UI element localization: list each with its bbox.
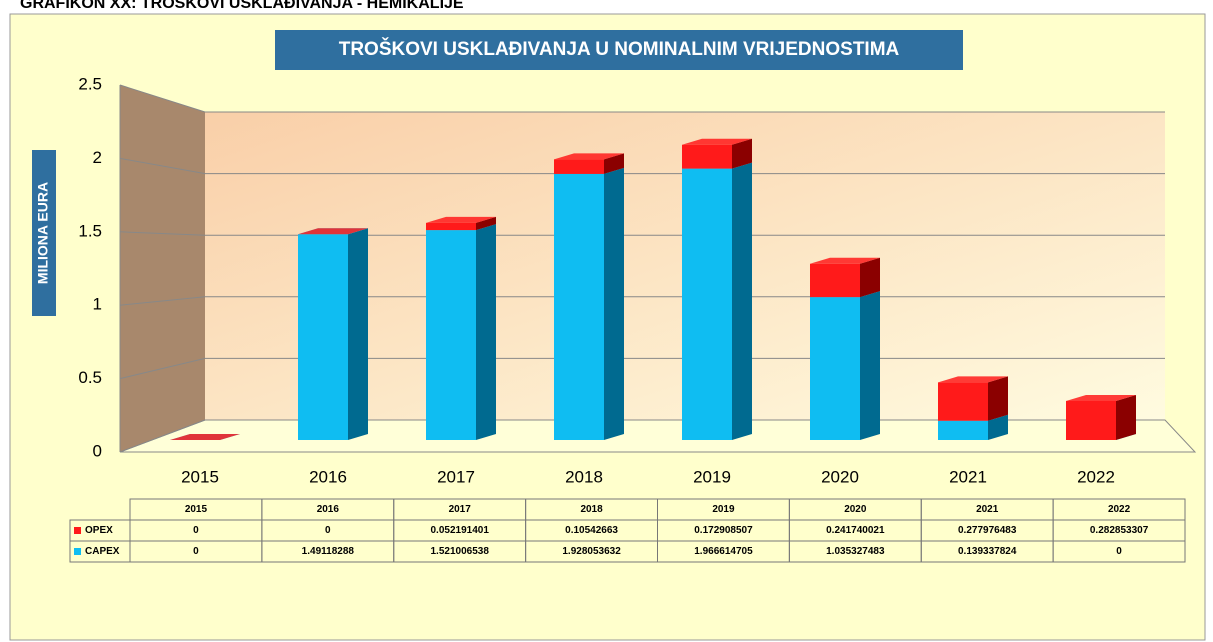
y-tick-label: 0.5 xyxy=(78,368,102,387)
bar-top xyxy=(810,257,880,264)
bar-top xyxy=(554,153,624,160)
bar xyxy=(426,230,476,440)
y-axis-label: MILIONA EURA xyxy=(35,182,51,284)
table-header: 2017 xyxy=(449,504,472,515)
side-wall xyxy=(120,85,205,452)
table-value: 1.521006538 xyxy=(430,546,489,557)
floor xyxy=(119,419,1197,453)
x-tick-label: 2022 xyxy=(1077,467,1115,486)
table-cell xyxy=(1052,540,1186,563)
bar xyxy=(938,382,988,421)
y-tick-label: 1 xyxy=(93,295,102,314)
bar xyxy=(554,159,604,174)
table-value: 0.277976483 xyxy=(958,525,1017,536)
bar xyxy=(810,263,860,298)
legend-key xyxy=(74,527,81,534)
table-value: 0 xyxy=(193,525,199,536)
y-tick-label: 2.5 xyxy=(78,74,102,93)
y-tick-label: 2 xyxy=(93,148,102,167)
bar-top xyxy=(426,216,496,223)
table-header: 2022 xyxy=(1108,504,1131,515)
bar xyxy=(938,420,988,440)
bar-side xyxy=(860,257,880,298)
bar-side xyxy=(348,228,368,440)
bar-top xyxy=(298,228,368,235)
table-header: 2016 xyxy=(317,504,340,515)
table-value: 0 xyxy=(1116,546,1122,557)
table-header: 2018 xyxy=(580,504,603,515)
table-value: 0.052191401 xyxy=(430,525,489,536)
x-tick-label: 2021 xyxy=(949,467,987,486)
bar-side xyxy=(732,138,752,169)
x-tick-label: 2019 xyxy=(693,467,731,486)
y-tick-label: 1.5 xyxy=(78,221,102,240)
bar-side xyxy=(1116,394,1136,440)
table-value: 0.241740021 xyxy=(826,525,885,536)
bar-top xyxy=(938,376,1008,383)
x-tick-label: 2017 xyxy=(437,467,475,486)
bar-side xyxy=(988,414,1008,440)
heading: GRAFIKON XX: TROŠKOVI USKLAĐIVANJA - HEM… xyxy=(20,0,464,12)
bar-top xyxy=(682,138,752,145)
table-value: 1.928053632 xyxy=(562,546,621,557)
legend-label: OPEX xyxy=(85,525,113,536)
bar xyxy=(554,173,604,441)
grid-line xyxy=(119,84,1165,113)
legend-label: CAPEX xyxy=(85,546,120,557)
grid-line xyxy=(119,231,1165,236)
table-header: 2015 xyxy=(185,504,208,515)
bar xyxy=(682,168,732,440)
title-box xyxy=(275,30,963,70)
bar xyxy=(810,297,860,440)
bar xyxy=(682,144,732,169)
legend-key xyxy=(74,548,81,555)
table-value: 0.139337824 xyxy=(958,546,1017,557)
bar-side xyxy=(604,167,624,441)
table-header: 2021 xyxy=(976,504,999,515)
x-tick-label: 2015 xyxy=(181,467,219,486)
bar-top xyxy=(1066,394,1136,401)
bar xyxy=(298,234,348,440)
table-header: 2020 xyxy=(844,504,867,515)
table-value: 1.966614705 xyxy=(694,546,753,557)
table-header: 2019 xyxy=(712,504,735,515)
y-tick-label: 0 xyxy=(93,441,102,460)
table-value: 0.172908507 xyxy=(694,525,753,536)
bar xyxy=(1066,400,1116,440)
table-value: 1.49118288 xyxy=(302,546,355,557)
x-tick-label: 2018 xyxy=(565,467,603,486)
grid-line xyxy=(119,157,1165,175)
bar-side xyxy=(732,162,752,440)
bar-side xyxy=(476,224,496,440)
table-value: 0.10542663 xyxy=(565,525,618,536)
table-value: 1.035327483 xyxy=(826,546,885,557)
bar-top xyxy=(170,434,240,440)
chart-title: TROŠKOVI USKLAĐIVANJA U NOMINALNIM VRIJE… xyxy=(339,38,900,60)
bar-side xyxy=(476,216,496,231)
bar xyxy=(426,222,476,231)
bar-side xyxy=(604,153,624,174)
table-value: 0 xyxy=(193,546,199,557)
bar-side xyxy=(988,376,1008,421)
bar-side xyxy=(860,291,880,440)
x-tick-label: 2016 xyxy=(309,467,347,486)
x-tick-label: 2020 xyxy=(821,467,859,486)
y-label-box xyxy=(32,150,56,316)
table-value: 0.282853307 xyxy=(1090,525,1149,536)
table-value: 0 xyxy=(325,525,331,536)
